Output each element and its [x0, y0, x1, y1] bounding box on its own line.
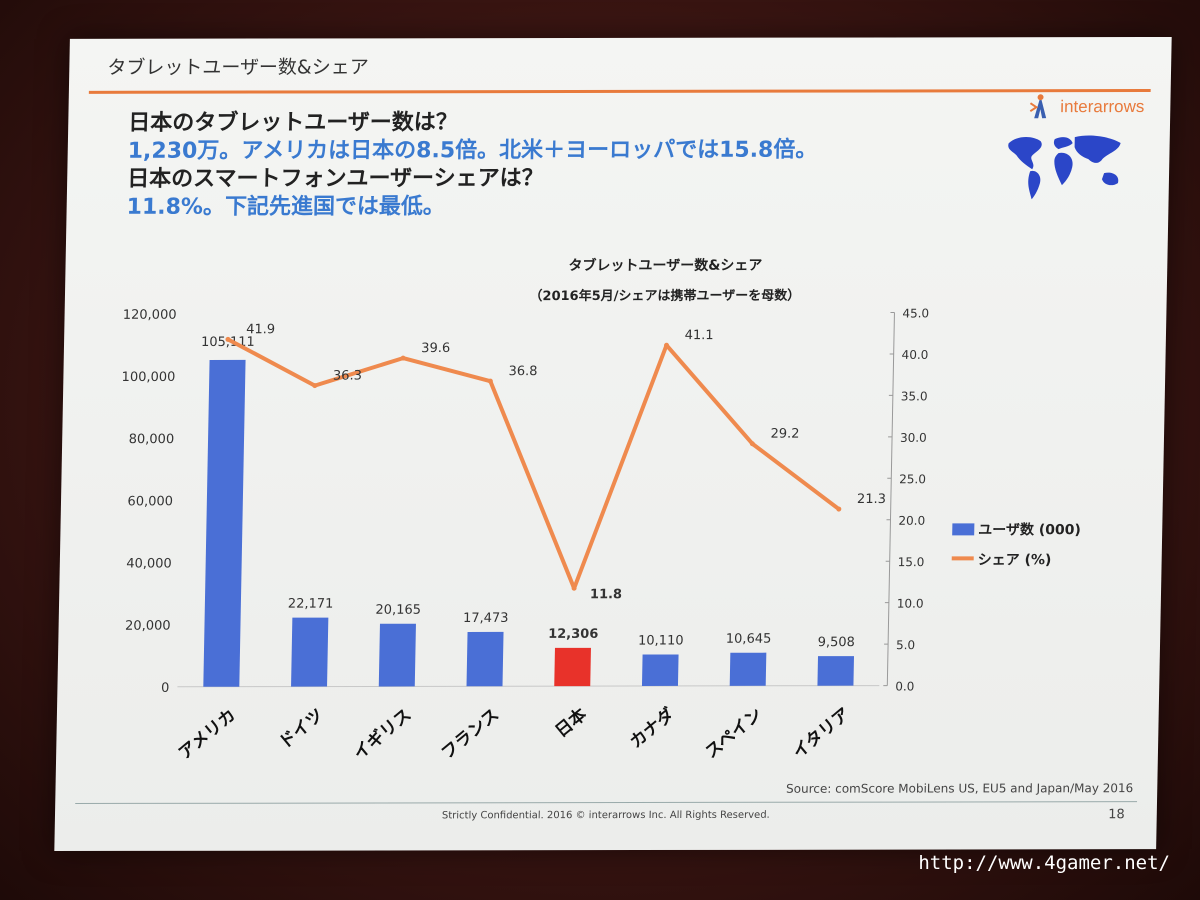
left-axis-tick-label: 60,000 — [127, 494, 173, 509]
category-label: スペイン — [702, 704, 767, 762]
legend-bar-swatch — [952, 523, 975, 536]
bar — [291, 617, 329, 687]
bar-value-label: 12,306 — [548, 627, 598, 642]
left-axis-tick-label: 0 — [161, 681, 170, 696]
category-label: 日本 — [551, 704, 591, 742]
share-point — [749, 441, 755, 447]
bar-value-label: 22,171 — [288, 597, 334, 612]
share-value-label: 39.6 — [421, 341, 450, 356]
share-value-label: 36.8 — [508, 364, 537, 379]
page-number: 18 — [1108, 807, 1125, 823]
left-axis-tick-label: 20,000 — [125, 619, 171, 634]
bar — [817, 656, 855, 686]
legend-label-share: シェア (%) — [978, 552, 1052, 568]
right-axis-tick-label: 45.0 — [902, 306, 929, 320]
category-label: イタリア — [789, 704, 854, 763]
left-axis-tick-label: 40,000 — [126, 556, 172, 571]
right-axis-tick-label: 25.0 — [899, 472, 926, 486]
category-label: カナダ — [626, 704, 679, 753]
bar-value-label: 20,165 — [375, 603, 421, 618]
share-point — [664, 342, 670, 348]
share-point — [487, 378, 493, 384]
share-value-label: 41.9 — [246, 322, 275, 337]
bar — [554, 647, 591, 687]
category-label: アメリカ — [175, 705, 240, 764]
source-note: Source: comScore MobiLens US, EU5 and Ja… — [785, 781, 1134, 796]
combo-chart: タブレットユーザー数&シェア （2016年5月/シェアは携帯ユーザーを母数） 0… — [121, 257, 1081, 764]
chart-title: タブレットユーザー数&シェア — [568, 257, 762, 274]
bar — [466, 631, 504, 687]
share-point — [836, 506, 842, 512]
bar-value-label: 17,473 — [463, 611, 509, 626]
share-value-label: 21.3 — [857, 492, 886, 507]
right-axis-tick-label: 0.0 — [895, 680, 914, 694]
share-point — [571, 585, 577, 591]
bar-value-label: 10,110 — [638, 633, 684, 648]
right-axis-tick-label: 15.0 — [898, 555, 925, 569]
right-axis-tick-label: 40.0 — [902, 348, 929, 362]
category-label: ドイツ — [275, 705, 327, 753]
share-point — [312, 383, 318, 389]
left-axis-tick-label: 120,000 — [123, 308, 177, 323]
bar — [729, 652, 767, 686]
share-line — [226, 337, 841, 591]
world-map-icon — [1008, 135, 1121, 200]
watermark-url: http://www.4gamer.net/ — [918, 852, 1170, 874]
right-axis-tick-label: 20.0 — [898, 514, 925, 528]
footer-divider — [75, 801, 1138, 805]
legend-label-users: ユーザ数 (000) — [978, 521, 1081, 538]
company-logo: interarrows — [1026, 93, 1145, 121]
confidential-notice: Strictly Confidential. 2016 © interarrow… — [441, 809, 770, 822]
bar — [378, 623, 416, 687]
right-axis-tick-label: 35.0 — [901, 389, 928, 403]
right-axis-line — [886, 312, 895, 686]
right-axis-tick-label: 10.0 — [897, 597, 924, 611]
left-axis-tick-label: 80,000 — [129, 432, 175, 447]
share-value-label: 29.2 — [770, 427, 799, 442]
left-axis-tick-label: 100,000 — [121, 370, 175, 385]
logo-icon — [1029, 94, 1047, 119]
chart-legend: ユーザ数 (000) シェア (%) — [951, 521, 1081, 568]
right-axis-tick-label: 30.0 — [900, 431, 927, 445]
share-point — [225, 336, 231, 342]
bar — [203, 359, 246, 687]
slide: タブレットユーザー数&シェア interarrows 日本のタブレットユーザー数… — [54, 36, 1172, 852]
plot-area: 0 20,000 40,000 60,000 80,000 100,000 120,000 0… — [121, 306, 929, 764]
share-point — [400, 355, 406, 361]
right-axis-tick-label: 5.0 — [896, 638, 915, 652]
category-label: フランス — [438, 705, 503, 764]
share-value-label: 36.3 — [333, 369, 362, 384]
bar-value-label: 10,645 — [726, 632, 772, 647]
category-label: イギリス — [350, 705, 415, 764]
bar-value-label: 9,508 — [818, 635, 855, 650]
share-value-label: 11.8 — [590, 587, 622, 602]
chart-subtitle: （2016年5月/シェアは携帯ユーザーを母数） — [529, 288, 800, 304]
bar — [641, 654, 679, 686]
share-value-label: 41.1 — [685, 328, 714, 343]
x-axis-line — [177, 685, 880, 688]
